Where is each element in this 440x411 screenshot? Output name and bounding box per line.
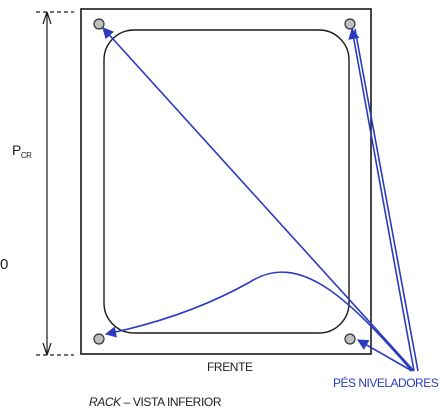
pointer-arrow-top-left <box>102 27 415 372</box>
depth-dimension-subscript: CR <box>20 151 32 160</box>
caption-view-text: – VISTA INFERIOR <box>120 395 222 409</box>
depth-dimension-letter: P <box>12 142 21 158</box>
pointer-arrow-top-right-b <box>354 28 419 372</box>
diagram-caption: RACK – VISTA INFERIOR <box>89 396 221 408</box>
leveling-foot-bottom-right <box>344 333 356 345</box>
depth-dimension-label: PCR <box>12 142 32 160</box>
leveling-foot-top-right <box>344 18 356 30</box>
leveling-foot-top-left <box>93 18 105 30</box>
leveling-feet-label: PÉS NIVELADORES <box>333 376 439 390</box>
front-label: FRENTE <box>207 360 253 374</box>
zero-label: 0 <box>0 256 9 273</box>
caption-rack-word: RACK <box>89 395 121 409</box>
rack-outer-frame <box>80 8 372 355</box>
leveling-foot-bottom-left <box>93 333 105 345</box>
rack-inner-panel <box>103 29 350 334</box>
dimension-arrow-top <box>42 11 52 25</box>
pointer-arrow-top-right-a <box>348 27 415 372</box>
dimension-arrow-bottom <box>42 342 52 356</box>
pointer-arrow-bottom-right <box>357 339 413 372</box>
pointer-arrow-bottom-left <box>104 271 413 372</box>
